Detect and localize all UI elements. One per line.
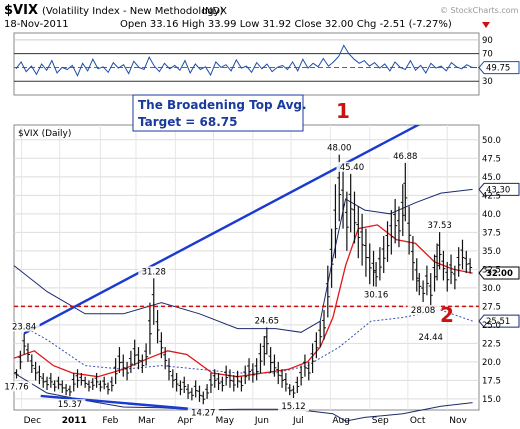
chart-date: 18-Nov-2011 xyxy=(4,19,69,30)
ma20-line xyxy=(13,224,473,378)
annotation-bg xyxy=(360,289,392,300)
y-tick-label: 40.0 xyxy=(482,210,501,220)
chart-title: (Volatility Index - New Methodology) xyxy=(42,6,224,17)
annotation-label: 15.37 xyxy=(58,400,82,410)
annotation-bg xyxy=(187,407,219,418)
x-tick-label: 2011 xyxy=(62,416,87,426)
annotation-bg xyxy=(389,150,421,161)
annotation-label: 17.76 xyxy=(4,382,28,392)
x-tick-label: Mar xyxy=(138,416,155,426)
annotation-bg xyxy=(424,220,456,231)
rsi-current-tag xyxy=(478,61,520,75)
stockcharts-logo: © StockCharts.com xyxy=(440,6,519,15)
rsi-line xyxy=(15,44,478,77)
broadening-top-upper xyxy=(23,125,421,335)
price-tag xyxy=(478,182,520,196)
y-tick-label: 15.0 xyxy=(482,395,501,405)
annotation-label: 15.12 xyxy=(281,402,305,412)
x-tick-label: Dec xyxy=(24,416,41,426)
annotation-label: 28.08 xyxy=(411,306,435,316)
price-panel xyxy=(13,124,480,411)
price-tag-label: 43.30 xyxy=(486,185,510,195)
down-triangle-icon xyxy=(482,22,490,28)
y-tick-label: 37.5 xyxy=(482,228,501,238)
annotation-bg xyxy=(138,266,170,277)
annotation-label: 14.27 xyxy=(191,408,215,418)
annotation-label: 30.16 xyxy=(364,291,388,301)
rsi-tick-label: 90 xyxy=(482,36,493,46)
annotation-label: 23.84 xyxy=(12,322,36,332)
annotation-bg xyxy=(251,315,283,326)
price-tag-label: 25.51 xyxy=(486,317,510,327)
x-tick-label: Nov xyxy=(449,416,467,426)
x-tick-label: Sep xyxy=(372,416,389,426)
y-tick-label: 27.5 xyxy=(482,302,501,312)
annotation-label: 46.88 xyxy=(393,152,417,162)
y-tick-label: 47.5 xyxy=(482,154,501,164)
x-tick-label: Jul xyxy=(292,416,304,426)
annotation-bg xyxy=(415,332,447,343)
x-tick-label: Jun xyxy=(254,416,269,426)
rsi-panel xyxy=(13,32,480,96)
y-tick-label: 50.0 xyxy=(482,136,501,146)
price-tag-label: 32.00 xyxy=(486,269,513,279)
chart-symbol: $VIX xyxy=(4,3,38,18)
price-tag xyxy=(478,266,520,280)
x-tick-label: Feb xyxy=(102,416,118,426)
annotation-bg xyxy=(407,305,439,316)
rsi-tick-label: 30 xyxy=(482,77,493,87)
x-tick-label: Oct xyxy=(410,416,426,426)
wave-label-2: 2 xyxy=(440,303,454,327)
chart-exchange: INDX xyxy=(202,6,227,17)
target-box-title: The Broadening Top Avg. xyxy=(138,98,307,112)
ohlc-readout: Open 33.16 High 33.99 Low 31.92 Close 32… xyxy=(120,19,452,30)
price-tag xyxy=(478,314,520,328)
target-box xyxy=(132,94,304,132)
x-tick-label: Aug xyxy=(332,416,350,426)
rsi-tick-label: 70 xyxy=(482,50,493,60)
annotation-label: 31.28 xyxy=(142,267,166,277)
annotation-bg xyxy=(323,142,355,153)
annotation-label: 24.65 xyxy=(255,316,279,326)
y-tick-label: 22.5 xyxy=(482,339,501,349)
y-tick-label: 42.5 xyxy=(482,191,501,201)
panel-label: $VIX (Daily) xyxy=(18,129,71,139)
broadening-top-lower xyxy=(40,394,218,410)
y-tick-label: 35.0 xyxy=(482,247,501,257)
y-tick-label: 17.5 xyxy=(482,376,501,386)
bollinger-lower xyxy=(13,372,473,422)
annotation-bg xyxy=(8,321,40,332)
x-tick-label: May xyxy=(215,416,234,426)
annotation-bg xyxy=(1,381,33,392)
x-tick-label: Apr xyxy=(177,416,193,426)
y-tick-label: 45.0 xyxy=(482,173,501,183)
y-tick-label: 30.0 xyxy=(482,284,501,294)
annotation-label: 24.44 xyxy=(419,333,443,343)
annotation-bg xyxy=(278,401,310,412)
rsi-current-label: 49.75 xyxy=(486,64,510,74)
y-tick-label: 20.0 xyxy=(482,358,501,368)
wave-label-1: 1 xyxy=(336,99,350,123)
annotation-label: 48.00 xyxy=(327,144,351,154)
annotation-bg xyxy=(336,161,368,172)
annotation-label: 37.53 xyxy=(427,221,451,231)
y-tick-label: 25.0 xyxy=(482,321,501,331)
target-box-value: Target = 68.75 xyxy=(138,115,238,129)
annotation-label: 45.40 xyxy=(340,163,364,173)
y-tick-label: 32.5 xyxy=(482,265,501,275)
annotation-bg xyxy=(54,399,86,410)
